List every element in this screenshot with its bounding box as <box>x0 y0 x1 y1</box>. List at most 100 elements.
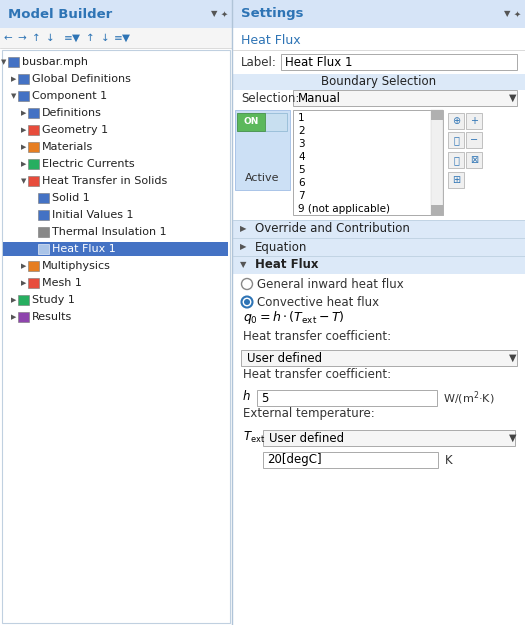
Text: Heat transfer coefficient:: Heat transfer coefficient: <box>243 368 391 381</box>
Text: h: h <box>243 391 250 404</box>
Text: 2: 2 <box>298 126 304 136</box>
Text: Thermal Insulation 1: Thermal Insulation 1 <box>52 227 166 237</box>
Text: ▼: ▼ <box>509 353 517 363</box>
Text: ▼: ▼ <box>122 33 130 43</box>
Text: ▼: ▼ <box>10 93 16 99</box>
Text: ←: ← <box>4 33 13 43</box>
Text: busbar.mph: busbar.mph <box>22 57 88 67</box>
Text: ▶: ▶ <box>20 144 26 150</box>
Text: 4: 4 <box>298 152 304 162</box>
Bar <box>28 125 39 135</box>
Text: ▶: ▶ <box>20 280 26 286</box>
Text: ↑: ↑ <box>86 33 94 43</box>
Bar <box>448 172 464 188</box>
Text: ▶: ▶ <box>240 224 246 234</box>
Bar <box>235 110 290 190</box>
Text: Materials: Materials <box>42 142 93 152</box>
Text: Equation: Equation <box>255 241 307 254</box>
Bar <box>466 152 482 168</box>
Circle shape <box>244 299 250 305</box>
Bar <box>448 132 464 148</box>
Text: ▼: ▼ <box>72 33 80 43</box>
Text: Definitions: Definitions <box>42 108 102 118</box>
Bar <box>38 193 49 203</box>
Text: Convective heat flux: Convective heat flux <box>257 296 379 309</box>
Text: 5: 5 <box>261 391 268 404</box>
Text: General inward heat flux: General inward heat flux <box>257 278 404 291</box>
Text: Heat Flux: Heat Flux <box>255 259 319 271</box>
Bar <box>237 113 287 131</box>
Text: ▼: ▼ <box>504 9 510 19</box>
Text: User defined: User defined <box>269 431 344 444</box>
Bar <box>28 159 39 169</box>
Text: Label:: Label: <box>241 56 277 69</box>
Text: Electric Currents: Electric Currents <box>42 159 134 169</box>
Bar <box>3 242 228 256</box>
Text: Multiphysics: Multiphysics <box>42 261 111 271</box>
Text: →: → <box>18 33 26 43</box>
Bar <box>0 0 232 625</box>
Bar <box>28 142 39 152</box>
Bar <box>233 74 525 90</box>
Bar <box>431 110 443 215</box>
Text: 9 (not applicable): 9 (not applicable) <box>298 204 390 214</box>
Text: ▼: ▼ <box>509 433 517 443</box>
Text: 1: 1 <box>298 113 304 123</box>
Text: Override and Contribution: Override and Contribution <box>255 222 410 236</box>
Bar <box>38 210 49 220</box>
Bar <box>18 74 29 84</box>
Bar <box>466 113 482 129</box>
Bar <box>237 113 265 131</box>
Text: ↓: ↓ <box>101 33 109 43</box>
Text: ▶: ▶ <box>20 110 26 116</box>
Text: ⊞: ⊞ <box>452 175 460 185</box>
Text: ≡: ≡ <box>64 33 72 43</box>
Bar <box>2 50 230 623</box>
Text: ▼: ▼ <box>240 261 246 269</box>
Text: ↓: ↓ <box>46 33 55 43</box>
Bar <box>233 220 525 238</box>
Text: Heat Transfer in Solids: Heat Transfer in Solids <box>42 176 167 186</box>
Text: Selection:: Selection: <box>241 91 299 104</box>
Bar <box>281 54 517 70</box>
Text: ▶: ▶ <box>10 76 16 82</box>
Text: ON: ON <box>243 118 259 126</box>
Text: 6: 6 <box>298 178 304 188</box>
Text: Initial Values 1: Initial Values 1 <box>52 210 133 220</box>
Text: $q_0 = h \cdot (T_{\mathregular{ext}} - T)$: $q_0 = h \cdot (T_{\mathregular{ext}} - … <box>243 309 344 326</box>
Bar <box>28 278 39 288</box>
Bar <box>448 152 464 168</box>
Text: W/(m$^2$·K): W/(m$^2$·K) <box>443 389 495 407</box>
Text: External temperature:: External temperature: <box>243 408 375 421</box>
Bar <box>38 244 49 254</box>
Text: ⧉: ⧉ <box>453 155 459 165</box>
Bar <box>448 113 464 129</box>
Bar <box>233 238 525 256</box>
Text: ▶: ▶ <box>20 161 26 167</box>
Bar <box>257 390 437 406</box>
Text: Heat Flux: Heat Flux <box>241 34 301 46</box>
Text: K: K <box>445 454 453 466</box>
Text: Manual: Manual <box>298 91 341 104</box>
Text: Component 1: Component 1 <box>32 91 107 101</box>
Bar <box>233 256 525 274</box>
Bar <box>431 205 443 215</box>
Bar <box>431 110 443 120</box>
Text: ⊕: ⊕ <box>452 116 460 126</box>
Text: Solid 1: Solid 1 <box>52 193 90 203</box>
Text: Heat transfer coefficient:: Heat transfer coefficient: <box>243 329 391 342</box>
Bar <box>0 28 232 48</box>
Bar <box>233 0 525 28</box>
Text: 5: 5 <box>298 165 304 175</box>
Text: Mesh 1: Mesh 1 <box>42 278 82 288</box>
Text: +: + <box>470 116 478 126</box>
Text: ≡: ≡ <box>113 33 122 43</box>
Bar <box>293 110 443 215</box>
Text: ✦: ✦ <box>513 9 520 19</box>
Bar <box>263 452 438 468</box>
Text: Active: Active <box>245 173 279 183</box>
Text: ▼: ▼ <box>20 178 26 184</box>
Text: ✦: ✦ <box>220 9 227 19</box>
Bar <box>8 57 19 67</box>
Bar <box>18 312 29 322</box>
